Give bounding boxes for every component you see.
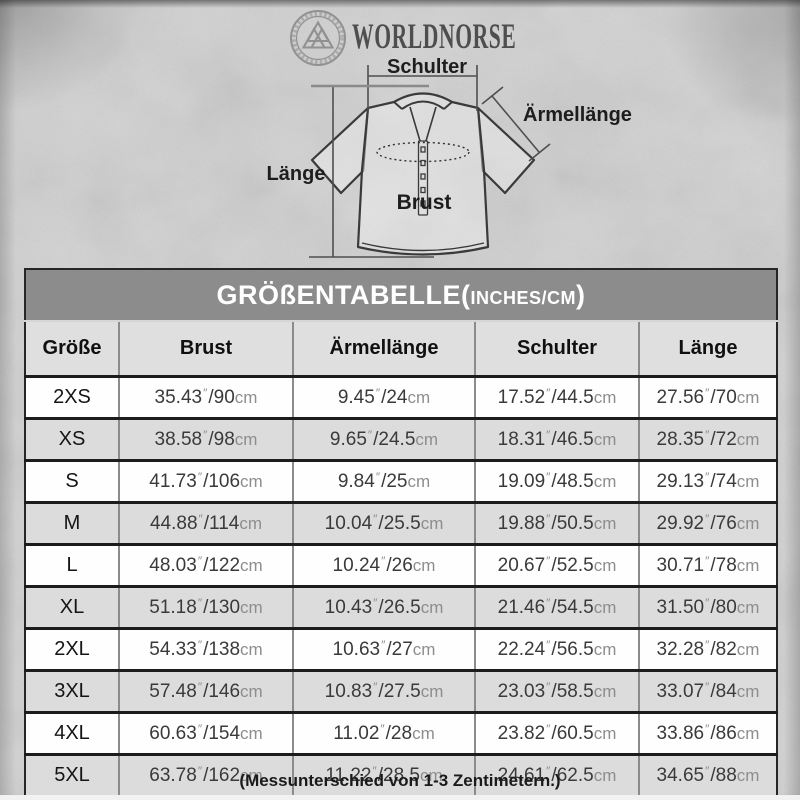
column-header-laenge: Länge <box>638 321 777 378</box>
measurement-cell: 11.02″/28cm <box>292 711 475 755</box>
size-cell: 2XL <box>25 627 119 671</box>
size-cell: 4XL <box>25 711 119 755</box>
measurement-cell: 18.31″/46.5cm <box>474 417 639 461</box>
measurement-cell: 30.71″/78cm <box>638 543 777 587</box>
table-row: 3XL 57.48″/146cm 10.83″/27.5cm 23.03″/58.5c… <box>25 669 777 713</box>
measurement-cell: 41.73″/106cm <box>118 459 293 503</box>
column-header-schulter: Schulter <box>474 321 639 378</box>
size-cell: S <box>25 459 119 503</box>
size-cell: XL <box>25 585 119 629</box>
table-row: XL 51.18″/130cm 10.43″/26.5cm 21.46″/54.5cm… <box>25 585 777 629</box>
measurement-cell: 9.84″/25cm <box>292 459 475 503</box>
table-title-units: INCHES/CM <box>470 287 576 308</box>
measurement-cell: 28.35″/72cm <box>638 417 777 461</box>
size-table-body: 2XS 35.43″/90cm 9.45″/24cm 17.52″/44.5cm 27.… <box>25 376 777 797</box>
measurement-cell: 10.04″/25.5cm <box>292 501 475 545</box>
measurement-cell: 19.09″/48.5cm <box>474 459 639 503</box>
measurement-cell: 32.28″/82cm <box>638 627 777 671</box>
column-header-brust: Brust <box>118 321 293 378</box>
table-row: 2XS 35.43″/90cm 9.45″/24cm 17.52″/44.5cm 27.… <box>25 376 777 419</box>
table-title-close-paren: ) <box>576 279 586 310</box>
size-cell: XS <box>25 417 119 461</box>
shirt-measurement-diagram: Schulter Ärmellänge Länge Brust <box>0 0 800 270</box>
measurement-cell: 21.46″/54.5cm <box>474 585 639 629</box>
measurement-cell: 54.33″/138cm <box>118 627 293 671</box>
measurement-cell: 33.86″/86cm <box>638 711 777 755</box>
measurement-cell: 29.92″/76cm <box>638 501 777 545</box>
measurement-cell: 20.67″/52.5cm <box>474 543 639 587</box>
measurement-cell: 35.43″/90cm <box>118 376 293 419</box>
size-table: GRÖßENTABELLE(INCHES/CM) Größe Brust Ärm… <box>24 268 778 798</box>
measurement-cell: 60.63″/154cm <box>118 711 293 755</box>
measurement-cell: 38.58″/98cm <box>118 417 293 461</box>
shirt-diagram-graphic <box>309 65 551 258</box>
size-cell: 2XS <box>53 386 91 408</box>
measurement-cell: 57.48″/146cm <box>118 669 293 713</box>
measurement-cell: 27.56″/70cm <box>638 376 777 419</box>
measurement-cell: 22.24″/56.5cm <box>474 627 639 671</box>
measurement-cell: 10.43″/26.5cm <box>292 585 475 629</box>
column-header-groesse: Größe <box>25 321 119 378</box>
measurement-cell: 10.63″/27cm <box>292 627 475 671</box>
measurement-cell: 29.13″/74cm <box>638 459 777 503</box>
size-cell: 3XL <box>25 669 119 713</box>
measurement-cell: 23.03″/58.5cm <box>474 669 639 713</box>
schulter-label: Schulter <box>386 56 468 78</box>
measurement-cell: 33.07″/84cm <box>638 669 777 713</box>
size-table-title-row: GRÖßENTABELLE(INCHES/CM) <box>25 269 777 322</box>
table-row: 4XL 60.63″/154cm 11.02″/28cm 23.82″/60.5cm 3… <box>25 711 777 755</box>
measurement-cell: 23.82″/60.5cm <box>474 711 639 755</box>
table-title-main: GRÖßENTABELLE <box>216 279 461 310</box>
measurement-note: (Messunterschied von 1-3 Zentimetern.) <box>239 771 561 790</box>
measurement-cell: 10.83″/27.5cm <box>292 669 475 713</box>
laenge-label: Länge <box>266 163 326 185</box>
table-row: M 44.88″/114cm 10.04″/25.5cm 19.88″/50.5cm 2… <box>25 501 777 545</box>
measurement-cell: 9.65″/24.5cm <box>292 417 475 461</box>
size-table-title: GRÖßENTABELLE(INCHES/CM) <box>25 269 777 322</box>
measurement-cell: 9.45″/24cm <box>292 376 475 419</box>
brust-label: Brust <box>396 191 452 214</box>
table-row: XS 38.58″/98cm 9.65″/24.5cm 18.31″/46.5cm 28… <box>25 417 777 461</box>
column-header-aermellaenge: Ärmellänge <box>292 321 475 378</box>
table-row: L 48.03″/122cm 10.24″/26cm 20.67″/52.5cm 30.… <box>25 543 777 587</box>
size-cell: M <box>25 501 119 545</box>
measurement-cell: 44.88″/114cm <box>118 501 293 545</box>
table-row: 2XL 54.33″/138cm 10.63″/27cm 22.24″/56.5cm 3… <box>25 627 777 671</box>
bottom-strip <box>0 795 800 800</box>
column-header-row: Größe Brust Ärmellänge Schulter Länge <box>25 321 777 378</box>
measurement-cell: 19.88″/50.5cm <box>474 501 639 545</box>
measurement-cell: 48.03″/122cm <box>118 543 293 587</box>
measurement-cell: 17.52″/44.5cm <box>474 376 639 419</box>
measurement-cell: 51.18″/130cm <box>118 585 293 629</box>
aermellaenge-label: Ärmellänge <box>523 104 632 126</box>
table-row: S 41.73″/106cm 9.84″/25cm 19.09″/48.5cm 29.1… <box>25 459 777 503</box>
measurement-cell: 31.50″/80cm <box>638 585 777 629</box>
size-cell: L <box>25 543 119 587</box>
measurement-cell: 10.24″/26cm <box>292 543 475 587</box>
